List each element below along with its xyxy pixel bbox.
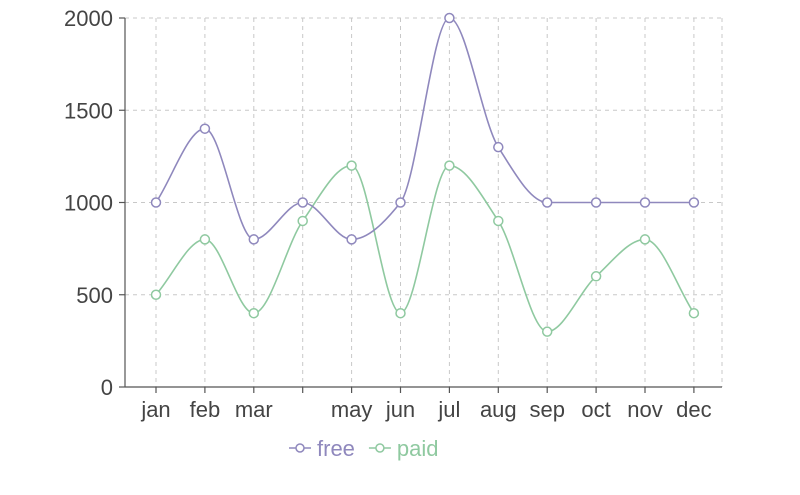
- series-line-free: [155, 17, 694, 241]
- data-point-free[interactable]: [639, 197, 651, 208]
- data-point-paid[interactable]: [395, 307, 406, 319]
- data-point-paid[interactable]: [297, 215, 308, 227]
- x-tick-label: jun: [385, 397, 415, 422]
- series-line-paid: [155, 164, 695, 333]
- series-points: [150, 12, 700, 337]
- data-point-paid[interactable]: [688, 307, 700, 319]
- y-tick-label: 1500: [64, 98, 113, 123]
- y-tick-label: 1000: [64, 191, 113, 216]
- data-point-paid[interactable]: [199, 234, 211, 245]
- data-point-free[interactable]: [150, 197, 162, 208]
- x-tick-label: sep: [529, 397, 564, 422]
- data-point-free[interactable]: [346, 234, 357, 245]
- data-point-free[interactable]: [199, 123, 211, 134]
- data-point-paid[interactable]: [346, 160, 357, 171]
- data-point-free[interactable]: [688, 197, 700, 208]
- x-tick-label: jan: [140, 397, 170, 422]
- x-tick-label: nov: [627, 397, 662, 422]
- data-point-free[interactable]: [444, 12, 455, 24]
- data-point-free[interactable]: [297, 197, 308, 208]
- legend-label: free: [317, 436, 355, 461]
- data-point-free[interactable]: [248, 234, 260, 245]
- x-tick-label: jul: [437, 397, 460, 422]
- legend-item-paid[interactable]: paid: [368, 436, 439, 461]
- x-tick-label: dec: [676, 397, 711, 422]
- y-tick-label: 500: [76, 283, 113, 308]
- data-point-paid[interactable]: [248, 307, 260, 319]
- data-point-paid[interactable]: [639, 234, 651, 245]
- data-point-free[interactable]: [493, 141, 504, 153]
- data-point-paid[interactable]: [493, 215, 504, 227]
- legend: free paid: [289, 436, 439, 461]
- x-tick-label: oct: [581, 397, 610, 422]
- x-tick-label: feb: [190, 397, 221, 422]
- legend-label: paid: [397, 436, 439, 461]
- data-point-free[interactable]: [541, 197, 553, 208]
- data-point-paid[interactable]: [150, 289, 162, 300]
- legend-item-free[interactable]: free: [289, 436, 355, 461]
- x-tick-label: aug: [480, 397, 517, 422]
- y-tick-label: 0: [101, 375, 113, 400]
- y-axis-ticks: 0 500 1000 1500 2000: [64, 6, 125, 400]
- data-point-paid[interactable]: [541, 326, 553, 337]
- data-point-paid[interactable]: [590, 271, 602, 282]
- x-tick-label: mar: [235, 397, 273, 422]
- y-tick-label: 2000: [64, 6, 113, 31]
- data-point-free[interactable]: [590, 197, 602, 208]
- data-point-paid[interactable]: [444, 160, 455, 171]
- legend-swatch-marker: [295, 443, 305, 453]
- x-tick-label: may: [331, 397, 373, 422]
- legend-swatch-marker: [375, 443, 385, 453]
- x-axis-ticks: jan feb mar may jun jul aug sep oct nov dec: [140, 387, 712, 422]
- series-lines: [155, 17, 695, 333]
- data-point-free[interactable]: [395, 197, 406, 208]
